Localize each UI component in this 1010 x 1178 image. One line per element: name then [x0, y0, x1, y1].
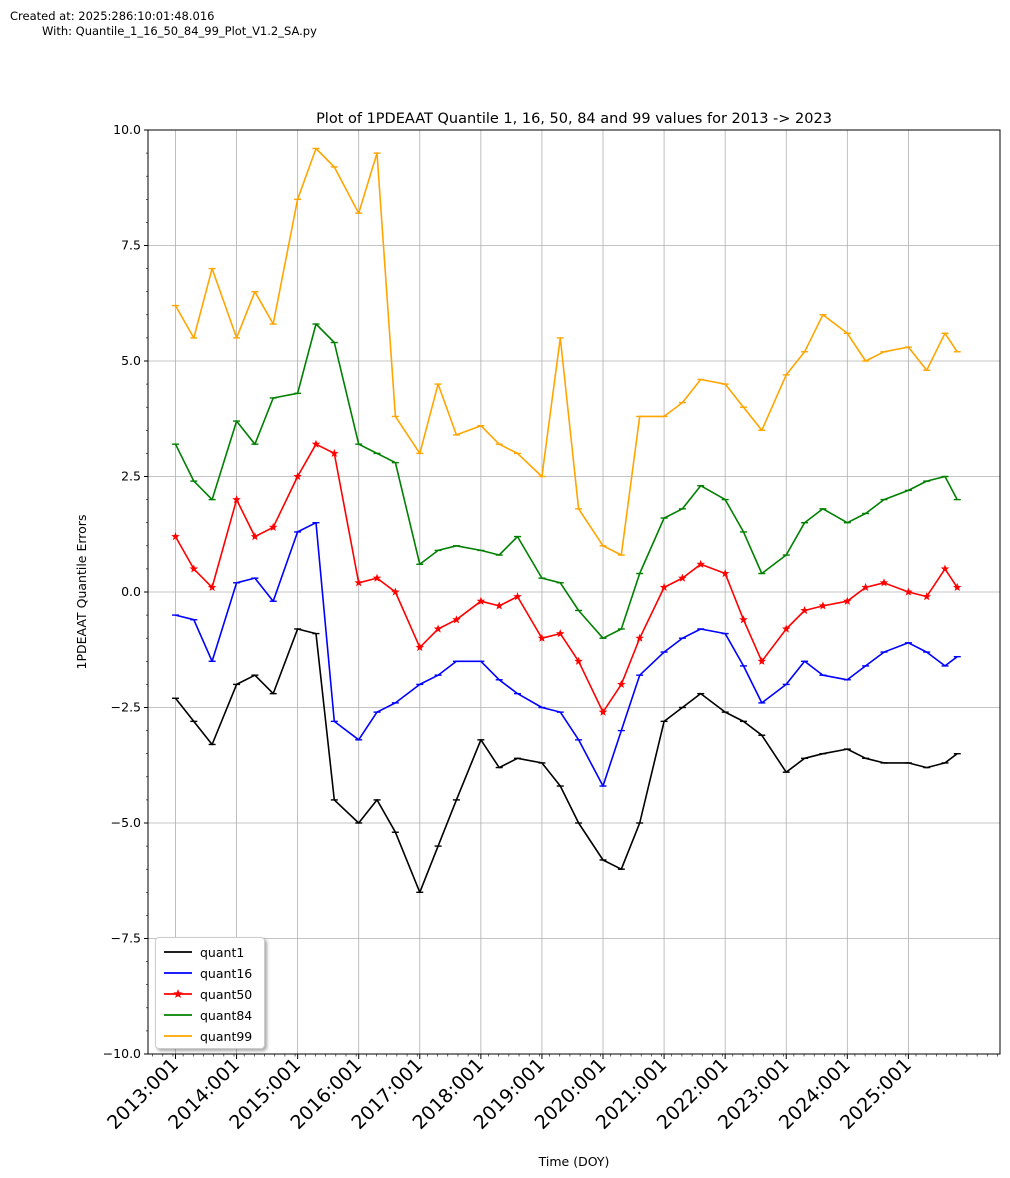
quant50-point: [537, 633, 547, 642]
quant50-point: [617, 679, 626, 688]
quant50-point: [782, 624, 791, 633]
y-tick-label: 0.0: [121, 584, 141, 599]
quant99-line: [174, 147, 958, 556]
legend-swatch: [164, 951, 192, 953]
legend-item-quant16: quant16: [164, 963, 252, 983]
legend-swatch: [164, 1014, 192, 1016]
quant50-point: [598, 707, 608, 716]
quant50-point: [940, 564, 950, 573]
series-quant1: [171, 628, 961, 894]
grid-lines: [148, 129, 1000, 1055]
quant50-point: [171, 532, 180, 541]
quant50-point: [904, 587, 913, 596]
quant50-point: [250, 532, 260, 541]
legend: quant1 quant16 quant50 quant84 quant99: [155, 937, 265, 1049]
quant50-point: [953, 582, 962, 591]
quant50-point: [476, 596, 486, 605]
quant50-point: [659, 582, 669, 591]
series-quant84: [171, 323, 961, 640]
quant50-point: [232, 495, 241, 504]
legend-label: quant16: [200, 965, 253, 981]
quant50-point: [330, 448, 339, 457]
y-tick-label: −10.0: [103, 1046, 141, 1061]
series-quant16: [171, 521, 961, 787]
y-tick-label: −7.5: [111, 931, 141, 946]
quant50-point: [513, 592, 522, 601]
quant50-point: [268, 522, 278, 531]
quant50-point: [800, 606, 809, 615]
y-tick-label: −5.0: [111, 815, 141, 830]
created-timestamp: Created at: 2025:286:10:01:48.016: [10, 9, 215, 23]
quant50-point: [861, 582, 870, 591]
quant50-point: [189, 564, 199, 573]
series-quant99: [171, 147, 961, 556]
legend-label: quant50: [200, 986, 253, 1002]
quant50-point: [757, 656, 767, 665]
quant50-point: [293, 472, 302, 481]
quant50-point: [879, 578, 889, 587]
quant50-point: [311, 439, 321, 448]
legend-label: quant84: [200, 1007, 253, 1023]
y-tick-label: 5.0: [121, 353, 141, 368]
quant50-point: [354, 578, 363, 587]
quant50-line: [174, 443, 958, 713]
legend-item-quant84: quant84: [164, 1005, 252, 1025]
legend-swatch: [164, 989, 192, 998]
legend-swatch: [164, 1035, 192, 1037]
quant50-point: [720, 569, 730, 578]
quant50-point: [739, 615, 748, 624]
legend-item-quant1: quant1: [164, 942, 244, 962]
quant16-line: [175, 521, 958, 787]
legend-swatch: [164, 972, 192, 974]
x-axis-label: Time (DOY): [538, 1154, 610, 1169]
quant50-point: [494, 601, 504, 610]
chart-title: Plot of 1PDEAAT Quantile 1, 16, 50, 84 a…: [316, 111, 832, 127]
y-tick-label: −2.5: [111, 700, 141, 715]
quant50-point: [391, 587, 400, 596]
quant50-point: [843, 596, 852, 605]
quant84-line: [174, 323, 958, 640]
legend-item-quant99: quant99: [164, 1026, 252, 1046]
script-name: With: Quantile_1_16_50_84_99_Plot_V1.2_S…: [42, 24, 317, 38]
quant50-point: [372, 573, 382, 582]
quant50-point: [635, 633, 644, 642]
quant50-point: [818, 601, 828, 610]
quant50-point: [556, 629, 565, 638]
quant50-point: [922, 592, 931, 601]
y-tick-label: 10.0: [113, 122, 141, 137]
y-axis-label: 1PDEAAT Quantile Errors: [74, 515, 89, 670]
y-tick-label: 7.5: [121, 238, 141, 253]
quant50-point: [433, 624, 443, 633]
series-quant50: [171, 439, 962, 716]
quant50-point: [696, 559, 705, 568]
legend-label: quant1: [200, 944, 245, 960]
y-tick-label: 2.5: [121, 469, 141, 484]
quant50-point: [207, 582, 217, 591]
quant50-point: [678, 573, 687, 582]
legend-label: quant99: [200, 1028, 253, 1044]
quant50-point: [452, 615, 461, 624]
legend-item-quant50: quant50: [164, 984, 252, 1004]
quant50-point: [415, 642, 425, 652]
quant1-line: [174, 628, 958, 894]
quant50-point: [574, 656, 583, 665]
series-layer: [171, 147, 962, 894]
